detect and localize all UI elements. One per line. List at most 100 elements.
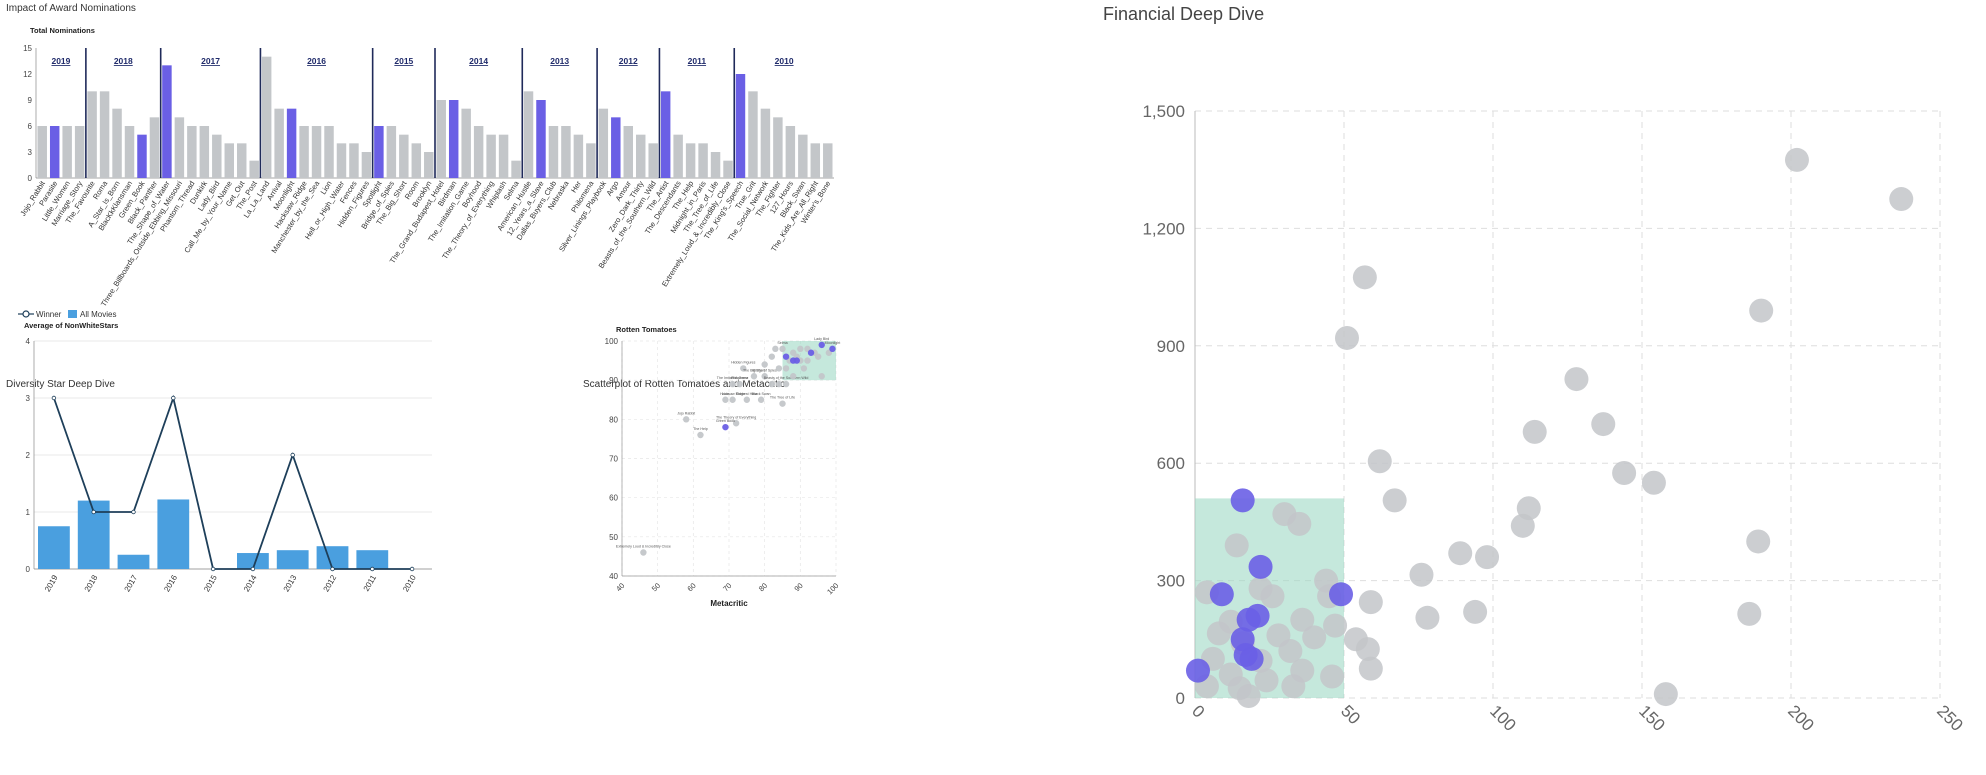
diversity-bar <box>237 553 269 569</box>
awards-bar <box>573 134 584 178</box>
fin-point <box>1510 513 1535 538</box>
fin-y-tick-label: 600 <box>1157 454 1185 473</box>
awards-y-tick-label: 9 <box>28 96 33 105</box>
diversity-y-tick-label: 2 <box>26 451 31 460</box>
financial-scatter-chart: 0 50 100 150 200 250 0 300 600 900 1,200 1,500 <box>1142 102 1966 735</box>
diversity-x-tick-label: 2016 <box>162 573 179 593</box>
diversity-winner-point <box>409 566 415 572</box>
rt-point <box>782 380 790 388</box>
awards-bar <box>810 143 821 178</box>
rt-point <box>732 420 740 427</box>
rt-point <box>722 396 729 403</box>
rt-point-label: Beasts of the Southern Wild <box>764 376 809 380</box>
awards-year-label: 2018 <box>114 56 133 66</box>
rt-y-tick-label: 100 <box>605 337 619 346</box>
awards-bar <box>673 134 683 178</box>
awards-bar <box>773 117 783 178</box>
fin-point <box>1323 613 1348 638</box>
awards-bar <box>511 160 521 178</box>
fin-x-tick-label: 250 <box>1933 701 1966 734</box>
fin-point <box>1278 639 1303 664</box>
fin-point <box>1591 412 1616 437</box>
fin-x-tick-label: 150 <box>1635 701 1668 734</box>
rt-point-label: Philomena <box>731 376 748 380</box>
awards-y-tick-label: 12 <box>23 70 32 79</box>
rt-point-label: The Tree of Life <box>770 396 795 400</box>
diversity-x-tick-label: 2015 <box>202 573 219 593</box>
fin-point <box>1254 668 1279 693</box>
rt-point-label: The Help <box>693 427 708 431</box>
awards-bar <box>548 126 559 178</box>
fin-point <box>1641 470 1666 495</box>
rt-point-label: Black Swan <box>752 392 771 396</box>
awards-bar <box>436 100 446 178</box>
fin-point-winner <box>1239 646 1264 671</box>
fin-point <box>1352 265 1377 290</box>
diversity-y-tick-label: 4 <box>26 337 31 346</box>
awards-bar <box>37 126 47 178</box>
rt-point <box>740 365 747 372</box>
rt-point-label: Hacksaw Ridge <box>720 392 745 396</box>
awards-bar <box>149 117 160 178</box>
awards-year-label: 2015 <box>394 56 413 66</box>
awards-bar <box>124 126 135 178</box>
rt-point <box>775 380 783 388</box>
rt-point <box>640 549 647 556</box>
awards-bar <box>623 126 633 178</box>
rt-chart-title: Scatterplot of Rotten Tomatoes and Metac… <box>583 379 786 390</box>
awards-bar <box>399 134 409 178</box>
diversity-bar <box>276 550 309 569</box>
rt-point <box>797 345 804 353</box>
rt-point-label: Hidden Figures <box>731 360 756 364</box>
fin-x-tick-label: 200 <box>1784 701 1817 734</box>
awards-bar <box>586 143 596 178</box>
rt-point <box>829 345 836 353</box>
fin-point <box>1367 449 1392 474</box>
awards-bar <box>648 143 658 178</box>
diversity-winner-point <box>91 509 96 515</box>
rt-x-tick-label: 40 <box>614 581 626 593</box>
rt-y-tick-label: 90 <box>609 376 618 385</box>
diversity-y-tick-label: 1 <box>26 508 31 517</box>
diversity-x-tick-label: 2010 <box>401 573 418 593</box>
fin-point <box>1206 621 1231 646</box>
diversity-x-tick-label: 2014 <box>242 573 259 593</box>
fin-point-winner <box>1329 582 1354 607</box>
rt-point <box>761 361 768 368</box>
awards-bar <box>473 126 484 178</box>
diversity-y-tick-label: 3 <box>26 394 31 403</box>
rt-point <box>768 380 775 388</box>
diversity-winner-point <box>171 395 176 401</box>
awards-year-label: 2019 <box>51 56 70 66</box>
fin-point <box>1320 664 1345 689</box>
rt-point-label: Lion <box>722 392 729 396</box>
fin-point-winner <box>1248 554 1273 579</box>
awards-bar <box>486 134 496 178</box>
awards-bar <box>374 126 384 178</box>
fin-point <box>1612 460 1637 485</box>
fin-point <box>1358 590 1383 615</box>
rt-point <box>697 431 704 439</box>
awards-bar <box>386 126 397 178</box>
diversity-y-tick-label: 0 <box>26 565 31 574</box>
rt-point-label: Selma <box>777 341 787 345</box>
rt-point <box>750 373 758 380</box>
fin-point <box>1889 187 1914 212</box>
rt-point <box>736 380 743 388</box>
rt-scatter-chart: Rotten Tomatoes 40 50 60 70 80 90 100 40 50 60 70 80… <box>605 325 841 608</box>
awards-bar <box>461 108 471 178</box>
diversity-bar <box>157 499 190 569</box>
fin-point <box>1260 584 1285 609</box>
rt-point <box>743 396 751 403</box>
fin-x-tick-label: 0 <box>1188 701 1208 721</box>
awards-y-tick-label: 15 <box>23 44 32 53</box>
rt-point-label: Bridge of Spies <box>752 368 777 372</box>
fin-point <box>1746 529 1771 554</box>
rt-point <box>800 365 808 372</box>
rt-point <box>804 357 811 364</box>
diversity-bar <box>117 554 150 569</box>
legend-all-movies-label: All Movies <box>80 310 116 319</box>
rt-point-label: Jojo Rabbit <box>677 411 695 415</box>
rt-x-tick-label: 80 <box>757 581 769 593</box>
rt-point <box>729 380 736 388</box>
